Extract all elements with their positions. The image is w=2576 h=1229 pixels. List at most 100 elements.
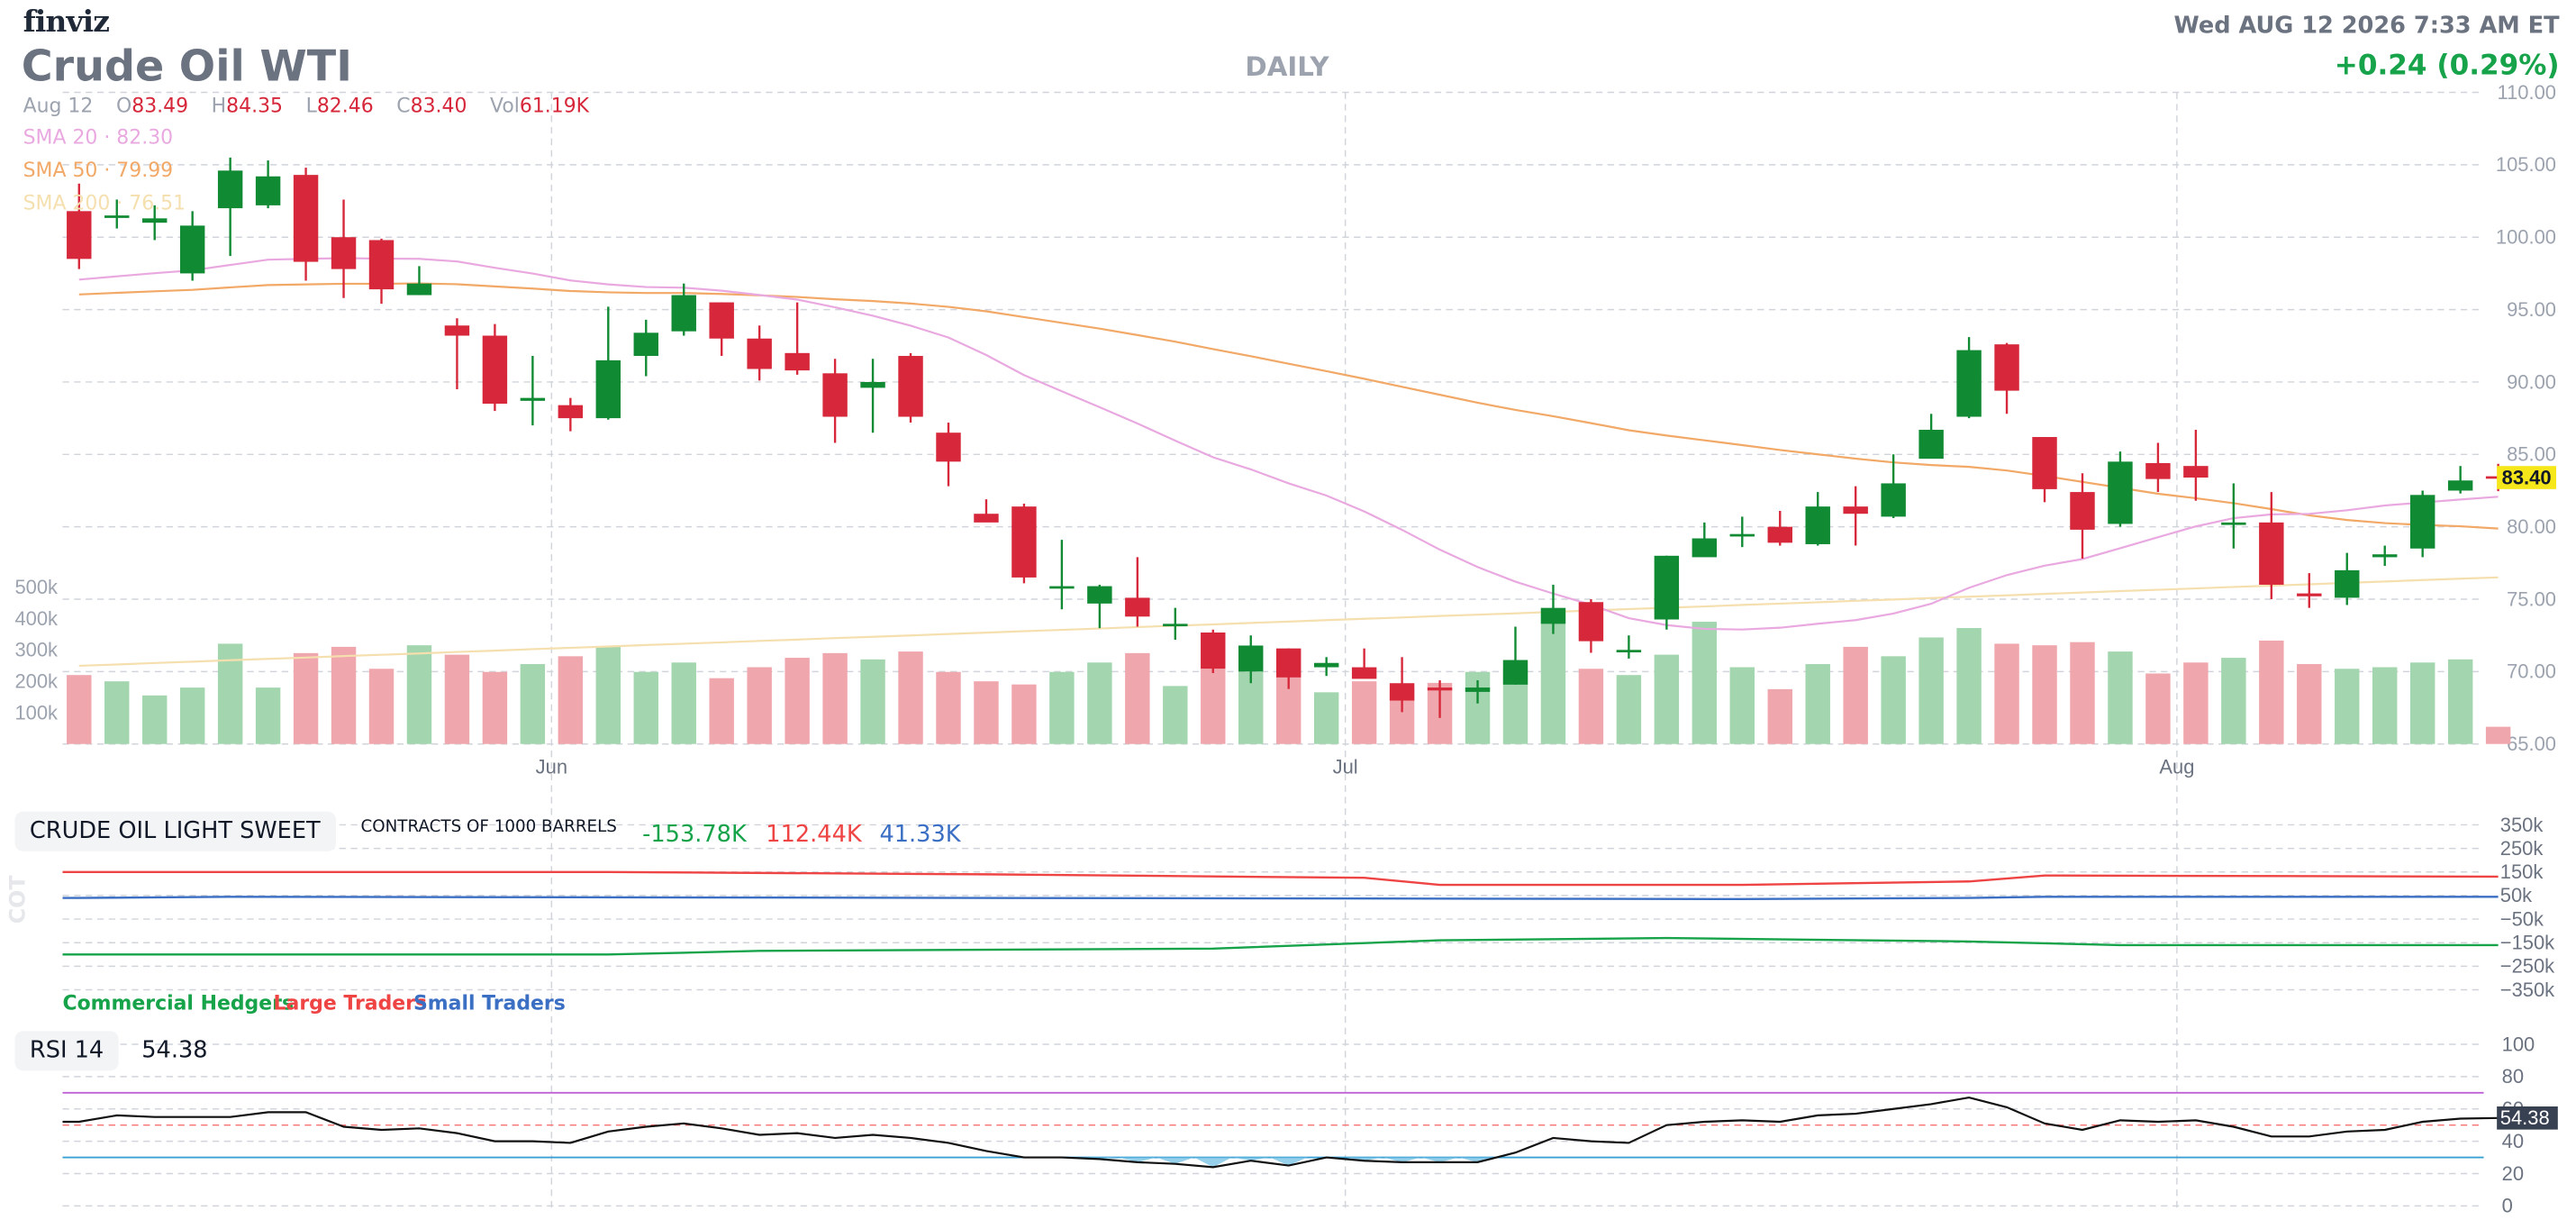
volume-tick-label: 500k xyxy=(14,576,58,598)
volume-bar xyxy=(331,646,357,744)
candle-body xyxy=(1729,533,1755,537)
candle-body xyxy=(104,215,130,218)
volume-bar xyxy=(671,662,696,744)
cot-tick-label: 350k xyxy=(2500,814,2544,836)
candle-body xyxy=(974,514,999,523)
candle-body xyxy=(709,302,734,339)
volume-bar xyxy=(368,669,395,744)
cot-title[interactable]: CRUDE OIL LIGHT SWEET xyxy=(14,811,336,851)
month-tick-label: Aug xyxy=(2159,756,2194,778)
ohlc-high-label: H xyxy=(211,94,227,117)
candle-body xyxy=(1087,586,1112,604)
volume-bar xyxy=(709,678,734,744)
candle-body xyxy=(368,240,395,290)
candle-body xyxy=(406,283,432,296)
volume-bar xyxy=(2145,673,2171,744)
cot-subtitle: CONTRACTS OF 1000 BARRELS xyxy=(360,818,617,837)
cot-tick-label: −150k xyxy=(2500,932,2554,954)
cot-tick-label: 250k xyxy=(2500,837,2544,860)
candle-body xyxy=(785,352,810,371)
rsi-title[interactable]: RSI 14 xyxy=(14,1031,119,1071)
candle-body xyxy=(633,332,658,357)
volume-bar xyxy=(2108,651,2133,744)
candle-body xyxy=(2145,462,2171,479)
volume-bar xyxy=(482,671,508,744)
price-tick-label: 110.00 xyxy=(2498,81,2556,104)
candle-body xyxy=(1578,602,1604,642)
ohlc-low-label: L xyxy=(305,94,317,117)
volume-bar xyxy=(633,671,658,744)
sma20-line xyxy=(78,257,2499,631)
sma200-line xyxy=(78,576,2499,668)
candle-body xyxy=(520,397,546,401)
price-tick-label: 95.00 xyxy=(2507,298,2556,321)
candle-body xyxy=(1201,632,1226,669)
volume-bar xyxy=(1956,628,1982,744)
volume-bar xyxy=(444,654,470,744)
candle-body xyxy=(2070,492,2095,530)
candle-body xyxy=(1011,506,1037,578)
candle-body xyxy=(1502,660,1528,685)
volume-bar xyxy=(2183,662,2209,744)
volume-bar xyxy=(1767,688,1792,744)
volume-bar xyxy=(1049,671,1075,744)
cot-tick-label: 150k xyxy=(2500,860,2544,883)
ohlc-volume-label: Vol xyxy=(490,94,520,117)
volume-bar xyxy=(1616,675,1642,744)
candle-body xyxy=(1956,350,1982,417)
candle-body xyxy=(444,325,470,336)
ohlc-low: 82.46 xyxy=(316,94,374,117)
volume-bar xyxy=(179,687,205,744)
candle-body xyxy=(822,373,848,417)
cot-tick-label: 50k xyxy=(2500,884,2532,906)
cot-tick-label: −250k xyxy=(2500,955,2554,978)
rsi-line xyxy=(62,1096,2499,1169)
candle-body xyxy=(936,432,961,462)
candle-body xyxy=(2409,495,2435,549)
volume-bar xyxy=(406,645,432,744)
candle-body xyxy=(2183,466,2209,478)
volume-tick-label: 300k xyxy=(14,639,58,661)
sma200-legend: SMA 200 · 76.51 xyxy=(23,191,186,215)
price-tick-label: 70.00 xyxy=(2507,660,2556,683)
volume-bar xyxy=(898,651,923,744)
cot-tick-label: −350k xyxy=(2500,979,2554,1001)
price-change: +0.24 (0.29%) xyxy=(2334,49,2560,83)
volume-bar xyxy=(974,681,999,744)
cot-large-value: 112.44K xyxy=(766,821,862,849)
cot-line-commercial-hedgers xyxy=(62,936,2499,956)
candle-body xyxy=(1616,650,1642,653)
rsi-tick-label: 0 xyxy=(2502,1195,2513,1217)
candle-body xyxy=(860,381,885,388)
candle-body xyxy=(67,211,92,259)
volume-bar xyxy=(860,659,885,744)
volume-bar xyxy=(2221,658,2246,744)
volume-bar xyxy=(2447,659,2473,744)
candle-body xyxy=(1238,645,1264,672)
candle-body xyxy=(1275,648,1302,678)
volume-bar xyxy=(1843,646,1868,744)
volume-bar xyxy=(1125,652,1150,744)
volume-bar xyxy=(1692,622,1718,744)
candle-body xyxy=(217,170,243,209)
price-tick-label: 105.00 xyxy=(2496,153,2556,176)
volume-bar xyxy=(1994,643,2019,744)
ohlc-readout: Aug 12 O83.49 H84.35 L82.46 C83.40 Vol61.19K xyxy=(23,94,612,117)
last-price-label: 83.40 xyxy=(2502,466,2552,488)
finviz-logo[interactable]: finviz xyxy=(23,5,110,40)
volume-bar xyxy=(1313,692,1339,744)
volume-bar xyxy=(1087,662,1112,744)
volume-bar xyxy=(936,671,961,744)
cot-small-value: 41.33K xyxy=(879,821,961,849)
legend-commercial-hedgers: Commercial Hedgers xyxy=(62,991,295,1015)
candle-body xyxy=(1351,667,1377,679)
volume-bar xyxy=(141,695,168,744)
volume-bar xyxy=(2297,664,2322,744)
last-price-badge xyxy=(2497,466,2556,489)
candle-body xyxy=(2447,480,2473,491)
sma50-legend: SMA 50 · 79.99 xyxy=(23,158,174,182)
rsi-tick-label: 80 xyxy=(2502,1065,2524,1088)
volume-bar xyxy=(2259,640,2284,744)
